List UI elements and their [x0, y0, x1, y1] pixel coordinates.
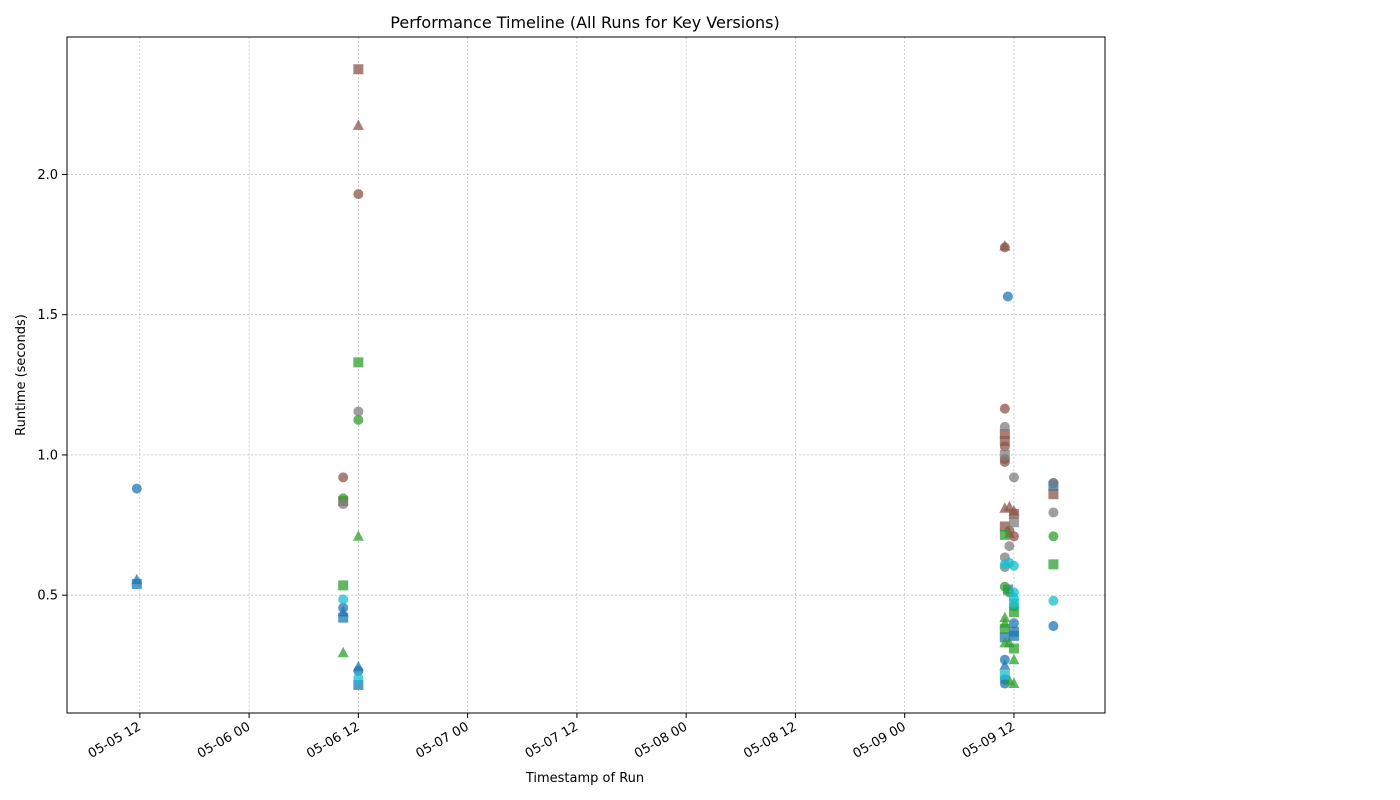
data-point-triangle: [352, 119, 364, 130]
data-point-circle: [999, 421, 1010, 432]
grid-lines: [67, 37, 1105, 713]
data-point-circle: [1048, 531, 1059, 542]
data-point-circle: [353, 665, 364, 676]
data-point-square: [999, 449, 1010, 460]
chart-title: Performance Timeline (All Runs for Key V…: [390, 13, 779, 32]
data-point-circle: [353, 672, 364, 683]
data-point-square: [1008, 598, 1019, 609]
y-tick-label: 1.0: [37, 448, 58, 463]
data-point-circle: [1048, 595, 1059, 606]
data-point-circle: [1008, 560, 1019, 571]
data-point-triangle: [1008, 677, 1020, 689]
data-point-circle: [338, 472, 349, 483]
data-point-circle: [338, 499, 349, 510]
data-point-circle: [1002, 291, 1013, 302]
data-point-circle: [1008, 472, 1019, 483]
x-axis-label: Timestamp of Run: [525, 771, 644, 786]
y-tick-label: 2.0: [37, 168, 58, 183]
data-point-circle: [353, 414, 364, 425]
data-point-square: [353, 357, 364, 368]
data-point-triangle: [999, 659, 1011, 670]
data-point-square: [338, 580, 349, 591]
data-point-square: [999, 623, 1010, 634]
data-point-square: [1048, 489, 1059, 500]
data-points: [131, 64, 1059, 690]
data-point-circle: [1004, 541, 1015, 552]
data-point-square: [338, 612, 349, 623]
data-point-circle: [131, 483, 142, 494]
plot-frame: [66, 36, 1106, 714]
data-point-circle: [1008, 531, 1019, 542]
data-point-square: [999, 670, 1010, 681]
data-point-triangle: [337, 646, 349, 658]
data-point-circle: [999, 403, 1010, 414]
data-point-square: [1008, 517, 1019, 528]
data-point-circle: [338, 594, 349, 605]
data-point-square: [353, 679, 364, 690]
data-point-square: [1008, 643, 1019, 654]
data-point-square: [999, 428, 1010, 439]
data-point-circle: [999, 441, 1010, 452]
y-tick-label: 1.5: [37, 308, 58, 323]
data-point-square: [1008, 630, 1019, 641]
data-point-circle: [353, 406, 364, 417]
data-point-circle: [1048, 507, 1059, 518]
data-point-square: [1008, 508, 1019, 519]
y-tick-label: 0.5: [37, 589, 58, 604]
data-point-circle: [1048, 621, 1059, 632]
y-axis-ticks: 0.5 1.0 1.5 2.0: [37, 168, 67, 604]
data-point-square: [999, 529, 1010, 540]
data-point-square: [1048, 559, 1059, 570]
data-point-circle: [999, 242, 1010, 253]
data-point-square: [131, 578, 142, 589]
data-point-circle: [1008, 618, 1019, 629]
data-point-circle: [353, 189, 364, 200]
data-point-square: [1008, 607, 1019, 618]
data-point-triangle: [352, 530, 364, 541]
data-point-triangle: [1008, 653, 1020, 665]
y-axis-label: Runtime (seconds): [14, 314, 29, 436]
data-point-square: [999, 521, 1010, 532]
data-point-square: [353, 64, 364, 75]
data-point-triangle: [999, 611, 1011, 623]
data-point-circle: [1048, 477, 1059, 488]
data-point-square: [999, 435, 1010, 446]
